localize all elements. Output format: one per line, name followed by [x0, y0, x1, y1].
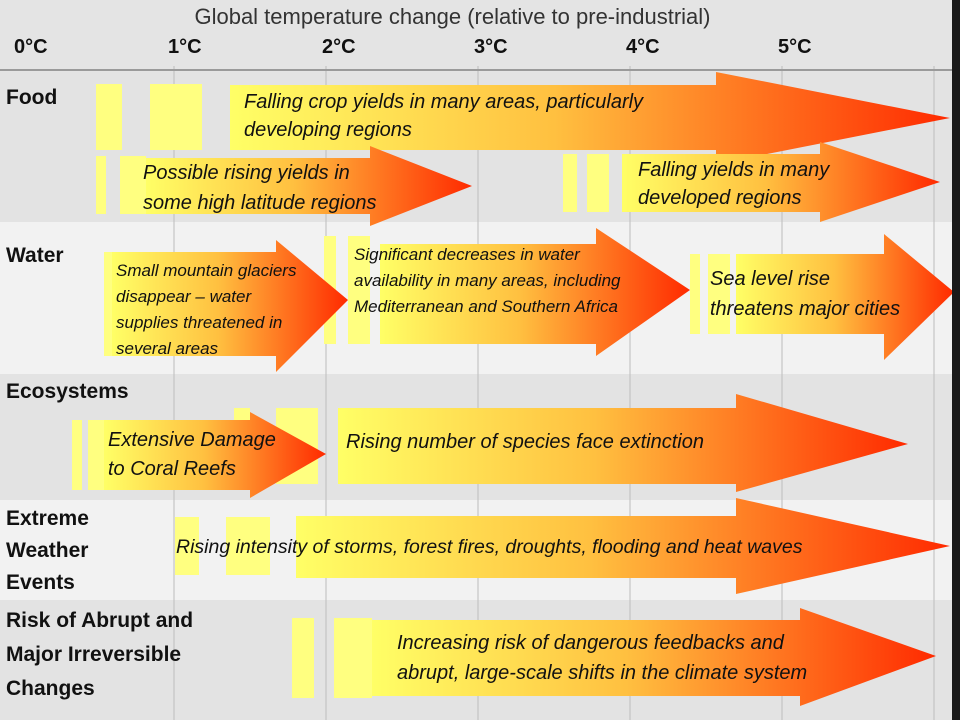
impact-line: Sea level rise: [710, 268, 831, 290]
tick-2c: 2°C: [322, 36, 356, 58]
impact-line: Mediterranean and Southern Africa: [354, 297, 618, 316]
diagram-title: Global temperature change (relative to p…: [194, 4, 711, 29]
yellow-block: [226, 517, 270, 575]
yellow-block: [96, 84, 122, 150]
yellow-block: [150, 84, 202, 150]
impact-line: Possible rising yields in: [143, 162, 350, 184]
yellow-block: [96, 156, 106, 214]
impact-line: developing regions: [244, 119, 412, 141]
impact-line: availability in many areas, including: [354, 271, 621, 290]
impact-falling-developed: Falling yields in many developed regions: [638, 156, 829, 212]
arrow-falling-crop-yields: [230, 72, 950, 164]
tick-5c: 5°C: [778, 36, 812, 58]
yellow-block: [334, 618, 372, 698]
row-label-ecosystems: Ecosystems: [6, 380, 129, 403]
arrow-species: [338, 394, 908, 492]
yellow-block: [120, 156, 146, 214]
arrow-rising-yields: [146, 146, 472, 226]
row-label-line: Weather: [6, 539, 89, 562]
row-label-line: Major Irreversible: [6, 643, 182, 666]
row-label-abrupt-changes: Risk of Abrupt and Major Irreversible Ch…: [6, 604, 193, 706]
impact-coral-reefs: Extensive Damage to Coral Reefs: [108, 426, 276, 484]
yellow-block: [587, 154, 609, 212]
impact-falling-crop-yields: Falling crop yields in many areas, parti…: [244, 88, 643, 144]
impact-abrupt-feedbacks: Increasing risk of dangerous feedbacks a…: [397, 628, 807, 688]
impact-species-extinction: Rising number of species face extinction: [346, 430, 704, 455]
impact-line: some high latitude regions: [143, 192, 377, 214]
impact-line: Rising intensity of storms, forest fires…: [176, 536, 803, 558]
impact-extreme-weather: Rising intensity of storms, forest fires…: [176, 535, 802, 559]
tick-3c: 3°C: [474, 36, 508, 58]
yellow-block: [88, 420, 104, 490]
impact-sea-level: Sea level rise threatens major cities: [710, 264, 900, 324]
row-label-food: Food: [6, 86, 58, 109]
yellow-block: [348, 236, 370, 344]
arrow-sea-level: [736, 234, 952, 360]
impact-line: developed regions: [638, 187, 802, 209]
yellow-block: [104, 252, 112, 356]
yellow-block: [175, 517, 199, 575]
row-label-line: Risk of Abrupt and: [6, 609, 194, 632]
impact-water-decreases: Significant decreases in water availabil…: [354, 242, 620, 320]
row-label-line: Events: [6, 571, 75, 594]
right-edge-bar: [952, 0, 960, 720]
impact-line: Increasing risk of dangerous feedbacks a…: [397, 632, 784, 654]
impact-line: Falling crop yields in many areas, parti…: [244, 91, 644, 113]
row-label-extreme-weather: Extreme Weather Events: [6, 503, 89, 599]
yellow-block: [690, 254, 700, 334]
impact-line: abrupt, large-scale shifts in the climat…: [397, 662, 808, 684]
arrow-falling-developed: [622, 142, 940, 222]
impact-line: Significant decreases in water: [354, 245, 580, 264]
impact-line: to Coral Reefs: [108, 458, 236, 480]
impact-line: Falling yields in many: [638, 159, 830, 181]
tick-1c: 1°C: [168, 36, 202, 58]
arrow-water-decreases: [380, 228, 690, 356]
impact-line: Extensive Damage: [108, 429, 276, 451]
yellow-block: [292, 618, 314, 698]
yellow-block: [563, 154, 577, 212]
arrow-glaciers: [112, 240, 348, 372]
row-label-line: Extreme: [6, 507, 89, 530]
tick-0c: 0°C: [14, 36, 48, 58]
arrow-coral-reefs: [104, 412, 326, 498]
band-header: [0, 0, 952, 72]
impact-line: threatens major cities: [710, 298, 901, 320]
arrow-extreme-weather: [296, 498, 950, 594]
impact-line: Rising number of species face extinction: [346, 431, 704, 453]
row-label-water: Water: [6, 244, 64, 267]
yellow-block: [72, 420, 82, 490]
yellow-block: [708, 254, 730, 334]
impact-line: several areas: [116, 339, 219, 358]
impact-line: Small mountain glaciers: [116, 261, 297, 280]
impact-rising-yields: Possible rising yields in some high lati…: [143, 158, 376, 218]
row-label-line: Changes: [6, 677, 95, 700]
arrow-abrupt-changes: [372, 608, 936, 706]
tick-4c: 4°C: [626, 36, 660, 58]
impact-line: supplies threatened in: [116, 313, 283, 332]
impact-line: disappear – water: [116, 287, 252, 306]
impact-glaciers: Small mountain glaciers disappear – wate…: [116, 258, 296, 362]
